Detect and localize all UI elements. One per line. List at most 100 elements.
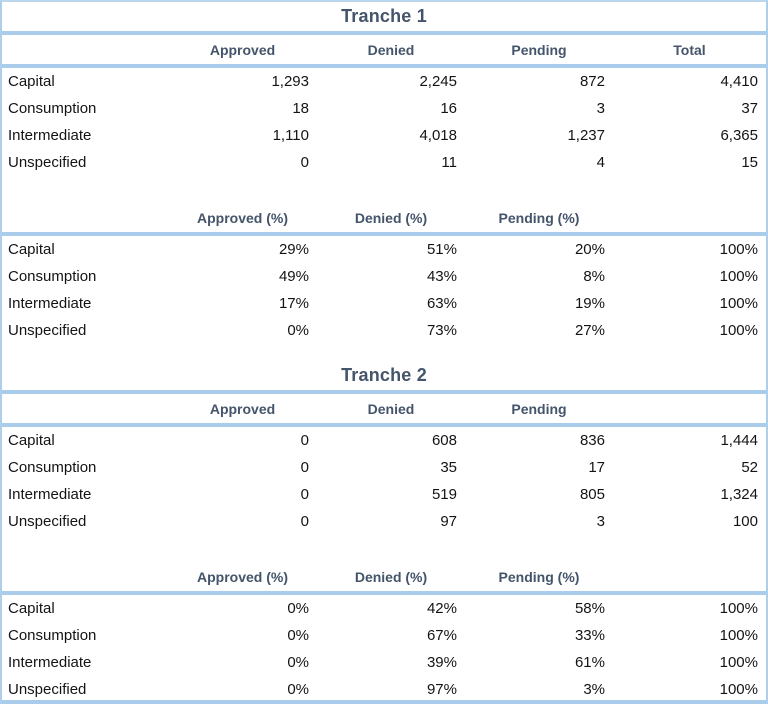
section-gap: [2, 344, 766, 361]
value-cell: 0%: [287, 322, 309, 339]
table-row: Consumption 0% 67% 33% 100%: [2, 622, 766, 649]
divider-band: [2, 31, 766, 35]
value-cell: 2,245: [419, 73, 457, 90]
divider-band: [2, 700, 766, 704]
row-label: Unspecified: [8, 513, 87, 530]
row-label: Unspecified: [8, 154, 87, 171]
column-header-row: Approved (%) Denied (%) Pending (%): [2, 562, 766, 591]
row-label: Consumption: [8, 459, 97, 476]
value-cell: 1,293: [271, 73, 309, 90]
section-title: Tranche 1: [341, 6, 427, 26]
value-cell: 100%: [719, 268, 758, 285]
table-row: Unspecified 0% 97% 3% 100%: [2, 676, 766, 703]
value-cell: 17: [588, 459, 605, 476]
value-cell: 1,110: [272, 127, 309, 144]
column-header: Denied (%): [354, 209, 428, 226]
value-cell: 3: [596, 100, 605, 117]
value-cell: 100%: [719, 241, 758, 258]
value-cell: 519: [431, 486, 457, 503]
value-cell: 4,018: [419, 127, 457, 144]
value-cell: 29%: [278, 241, 309, 258]
table-row: Capital 1,293 2,245 872 4,410: [2, 68, 766, 95]
value-cell: 4,410: [720, 73, 758, 90]
row-label: Unspecified: [8, 681, 87, 698]
value-cell: 0: [300, 513, 309, 530]
value-cell: 37: [741, 100, 758, 117]
row-label: Intermediate: [8, 486, 92, 503]
value-cell: 0: [300, 154, 309, 171]
row-label: Consumption: [8, 100, 97, 117]
divider-band: [2, 423, 766, 427]
value-cell: 0%: [287, 600, 309, 617]
value-cell: 35: [440, 459, 457, 476]
divider-band: [2, 64, 766, 68]
value-cell: 805: [579, 486, 605, 503]
row-label: Unspecified: [8, 322, 87, 339]
spacer: [2, 176, 766, 203]
column-header-row: Approved (%) Denied (%) Pending (%): [2, 203, 766, 232]
table-row: Capital 0 608 836 1,444: [2, 427, 766, 454]
value-cell: 3%: [583, 681, 605, 698]
value-cell: 67%: [426, 627, 457, 644]
value-cell: 16: [440, 100, 457, 117]
row-label: Intermediate: [8, 127, 92, 144]
table-row: Intermediate 17% 63% 19% 100%: [2, 290, 766, 317]
value-cell: 1,324: [720, 486, 758, 503]
table-row: Intermediate 0% 39% 61% 100%: [2, 649, 766, 676]
value-cell: 33%: [574, 627, 605, 644]
value-cell: 51%: [426, 241, 457, 258]
value-cell: 39%: [426, 654, 457, 671]
value-cell: 3: [596, 513, 605, 530]
column-header: Denied: [367, 400, 415, 417]
column-header: Approved (%): [197, 568, 288, 585]
row-label: Consumption: [8, 268, 97, 285]
column-header: Pending: [511, 41, 567, 58]
value-cell: 100%: [719, 627, 758, 644]
value-cell: 0%: [287, 627, 309, 644]
value-cell: 73%: [426, 322, 457, 339]
value-cell: 43%: [426, 268, 457, 285]
value-cell: 100%: [719, 681, 758, 698]
value-cell: 11: [441, 154, 457, 171]
column-header: Denied: [367, 41, 415, 58]
tranche-1-percent-table: Approved (%) Denied (%) Pending (%) Capital…: [2, 203, 766, 344]
table-row: Intermediate 1,110 4,018 1,237 6,365: [2, 122, 766, 149]
value-cell: 61%: [574, 654, 605, 671]
value-cell: 100: [732, 513, 758, 530]
row-label: Capital: [8, 432, 55, 449]
tranche-2-title-row: Tranche 2: [2, 361, 766, 390]
row-label: Intermediate: [8, 654, 92, 671]
column-header: Pending: [511, 400, 567, 417]
value-cell: 97: [440, 513, 457, 530]
row-label: Consumption: [8, 627, 97, 644]
divider-band: [2, 591, 766, 595]
table-row: Capital 29% 51% 20% 100%: [2, 236, 766, 263]
column-header: Approved: [209, 41, 276, 58]
value-cell: 63%: [426, 295, 457, 312]
value-cell: 0: [300, 432, 309, 449]
table-row: Unspecified 0 11 4 15: [2, 149, 766, 176]
value-cell: 0: [300, 486, 309, 503]
value-cell: 42%: [426, 600, 457, 617]
value-cell: 0: [300, 459, 309, 476]
value-cell: 1,444: [720, 432, 758, 449]
section-title: Tranche 2: [341, 365, 427, 385]
value-cell: 100%: [719, 295, 758, 312]
value-cell: 52: [741, 459, 758, 476]
tranche-2-percent-table: Approved (%) Denied (%) Pending (%) Capital…: [2, 562, 766, 703]
value-cell: 58%: [574, 600, 605, 617]
table-row: Unspecified 0% 73% 27% 100%: [2, 317, 766, 344]
divider-band: [2, 390, 766, 394]
table-row: Consumption 18 16 3 37: [2, 95, 766, 122]
table-row: Capital 0% 42% 58% 100%: [2, 595, 766, 622]
value-cell: 27%: [574, 322, 605, 339]
value-cell: 1,237: [567, 127, 605, 144]
value-cell: 6,365: [720, 127, 758, 144]
value-cell: 100%: [719, 600, 758, 617]
divider-band: [2, 232, 766, 236]
column-header: Denied (%): [354, 568, 428, 585]
value-cell: 17%: [278, 295, 309, 312]
row-label: Intermediate: [8, 295, 92, 312]
value-cell: 8%: [583, 268, 605, 285]
